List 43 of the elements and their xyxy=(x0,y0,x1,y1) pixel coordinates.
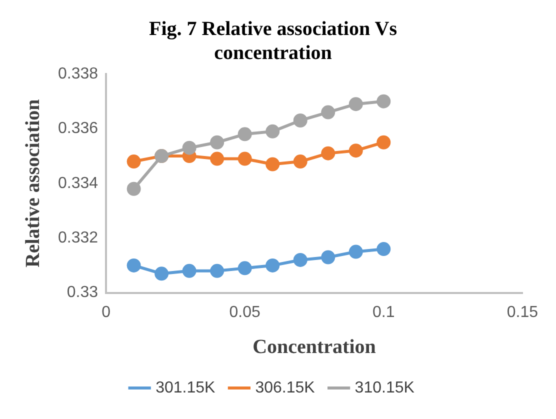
point xyxy=(266,157,280,172)
point xyxy=(321,146,336,160)
point xyxy=(376,94,391,108)
point xyxy=(210,264,224,278)
point xyxy=(321,250,336,264)
point xyxy=(238,152,252,166)
point xyxy=(293,154,308,169)
point xyxy=(293,252,308,267)
text: Fig. 7 Relative association Vs xyxy=(149,18,397,40)
point xyxy=(210,152,224,166)
text: concentration xyxy=(214,42,332,64)
y-axis-title: Relative association xyxy=(22,99,44,268)
y-tick-label: 0.33 xyxy=(66,284,98,302)
point xyxy=(126,182,141,196)
point xyxy=(238,261,252,276)
y-tick-label: 0.336 xyxy=(58,120,98,138)
point xyxy=(126,154,141,169)
point xyxy=(210,135,224,150)
legend-label: 310.15K xyxy=(354,379,415,396)
point xyxy=(266,258,280,272)
legend-label: 301.15K xyxy=(156,379,216,396)
point xyxy=(348,97,363,112)
legend-label: 306.15K xyxy=(255,379,316,396)
point xyxy=(126,258,141,272)
point xyxy=(182,140,196,155)
point xyxy=(238,127,252,142)
point xyxy=(348,244,363,259)
y-tick-label: 0.338 xyxy=(58,65,98,82)
x-axis-title: Concentration xyxy=(252,336,376,358)
point xyxy=(376,135,391,150)
y-tick-label: 0.334 xyxy=(58,174,98,192)
point xyxy=(266,124,280,138)
x-tick-label: 0.15 xyxy=(506,304,538,321)
x-tick-label: 0.1 xyxy=(372,304,395,321)
x-tick-label: 0.05 xyxy=(229,304,261,321)
y-tick-label: 0.332 xyxy=(58,230,98,247)
x-tick-label: 0 xyxy=(102,304,111,321)
point xyxy=(154,266,169,281)
point xyxy=(348,144,363,158)
point xyxy=(293,113,308,128)
point xyxy=(321,105,336,120)
point xyxy=(376,242,391,256)
point xyxy=(182,264,196,278)
